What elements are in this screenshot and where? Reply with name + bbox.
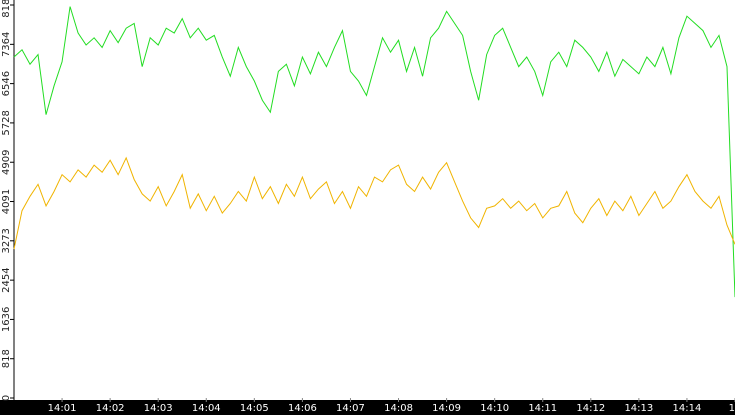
y-tick-label: 7364 bbox=[1, 32, 12, 57]
x-tick-label: 14:14 bbox=[673, 403, 702, 414]
x-tick-label: 14:12 bbox=[576, 403, 605, 414]
x-tick-label: 14:01 bbox=[48, 403, 77, 414]
y-tick-label: 3273 bbox=[1, 228, 12, 253]
x-tick-label: 14:08 bbox=[384, 403, 413, 414]
x-tick-label: 14:13 bbox=[624, 403, 653, 414]
series-line bbox=[13, 156, 735, 250]
y-tick-label: 4091 bbox=[1, 189, 12, 214]
x-tick-label: 14:07 bbox=[336, 403, 365, 414]
y-tick-label: 1636 bbox=[1, 307, 12, 332]
y-tick-label: 2454 bbox=[1, 267, 12, 292]
y-tick-label: 5728 bbox=[1, 110, 12, 135]
x-tick-label: 14:09 bbox=[432, 403, 461, 414]
y-tick-label: 0 bbox=[1, 395, 12, 401]
x-tick-label: 14:05 bbox=[240, 403, 269, 414]
x-axis-band bbox=[0, 400, 735, 415]
x-tick-label: 14:03 bbox=[144, 403, 173, 414]
x-tick-label: 14:10 bbox=[480, 403, 509, 414]
y-tick-label: 818 bbox=[1, 349, 12, 368]
x-tick-label: 14 bbox=[729, 403, 735, 414]
y-tick-label: 8183 bbox=[1, 0, 12, 18]
x-tick-label: 14:02 bbox=[96, 403, 125, 414]
x-tick-label: 14:11 bbox=[528, 403, 557, 414]
series-line bbox=[13, 6, 735, 298]
y-tick-label: 6546 bbox=[1, 71, 12, 96]
y-tick-label: 4909 bbox=[1, 150, 12, 175]
x-tick-label: 14:06 bbox=[288, 403, 317, 414]
x-tick-label: 14:04 bbox=[192, 403, 221, 414]
